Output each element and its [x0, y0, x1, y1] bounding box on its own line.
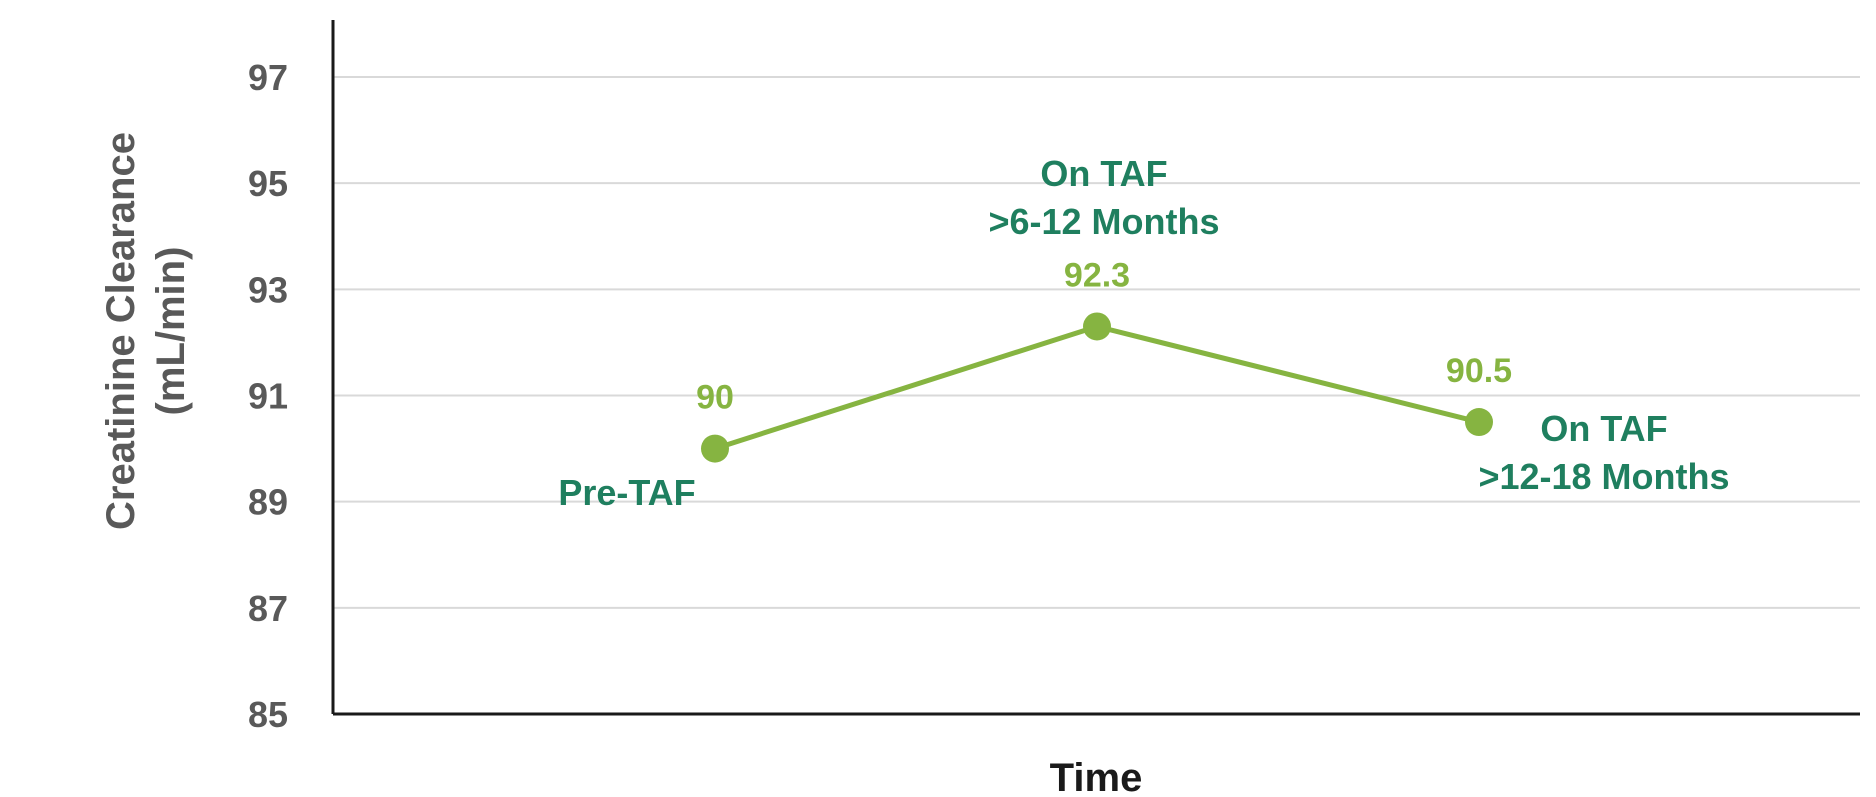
data-point	[701, 434, 729, 463]
y-tick-label: 87	[248, 588, 288, 629]
point-labels: 90 Pre-TAF 92.3 On TAF >6-12 Months 90.5 On TA…	[558, 153, 1729, 513]
y-tick-labels: 85 87 89 91 93 95 97	[248, 57, 288, 735]
point-category-label: >6-12 Months	[988, 201, 1219, 242]
point-category-label: On TAF	[1040, 153, 1167, 194]
axes	[331, 20, 1860, 716]
data-label: 90.5	[1446, 352, 1512, 390]
y-axis-title-line-2: (mL/min)	[149, 247, 193, 416]
y-tick-label: 97	[248, 57, 288, 98]
y-tick-label: 93	[248, 269, 288, 310]
y-tick-label: 85	[248, 694, 288, 735]
y-tick-label: 89	[248, 482, 288, 523]
y-axis-title: Creatinine Clearance (mL/min)	[99, 132, 193, 530]
data-label: 92.3	[1064, 256, 1130, 294]
series	[701, 312, 1493, 463]
data-point	[1083, 312, 1111, 341]
point-category-label: On TAF	[1540, 408, 1667, 449]
series-line	[714, 323, 1480, 451]
data-point	[1465, 408, 1493, 437]
point-category-label: Pre-TAF	[558, 472, 695, 513]
data-label: 90	[696, 379, 734, 417]
y-tick-label: 91	[248, 376, 288, 417]
y-tick-label: 95	[248, 163, 288, 204]
x-axis-title: Time	[1050, 756, 1143, 792]
gridlines	[333, 76, 1860, 609]
y-axis-title-line-1: Creatinine Clearance	[99, 132, 143, 530]
point-category-label: >12-18 Months	[1478, 456, 1729, 497]
